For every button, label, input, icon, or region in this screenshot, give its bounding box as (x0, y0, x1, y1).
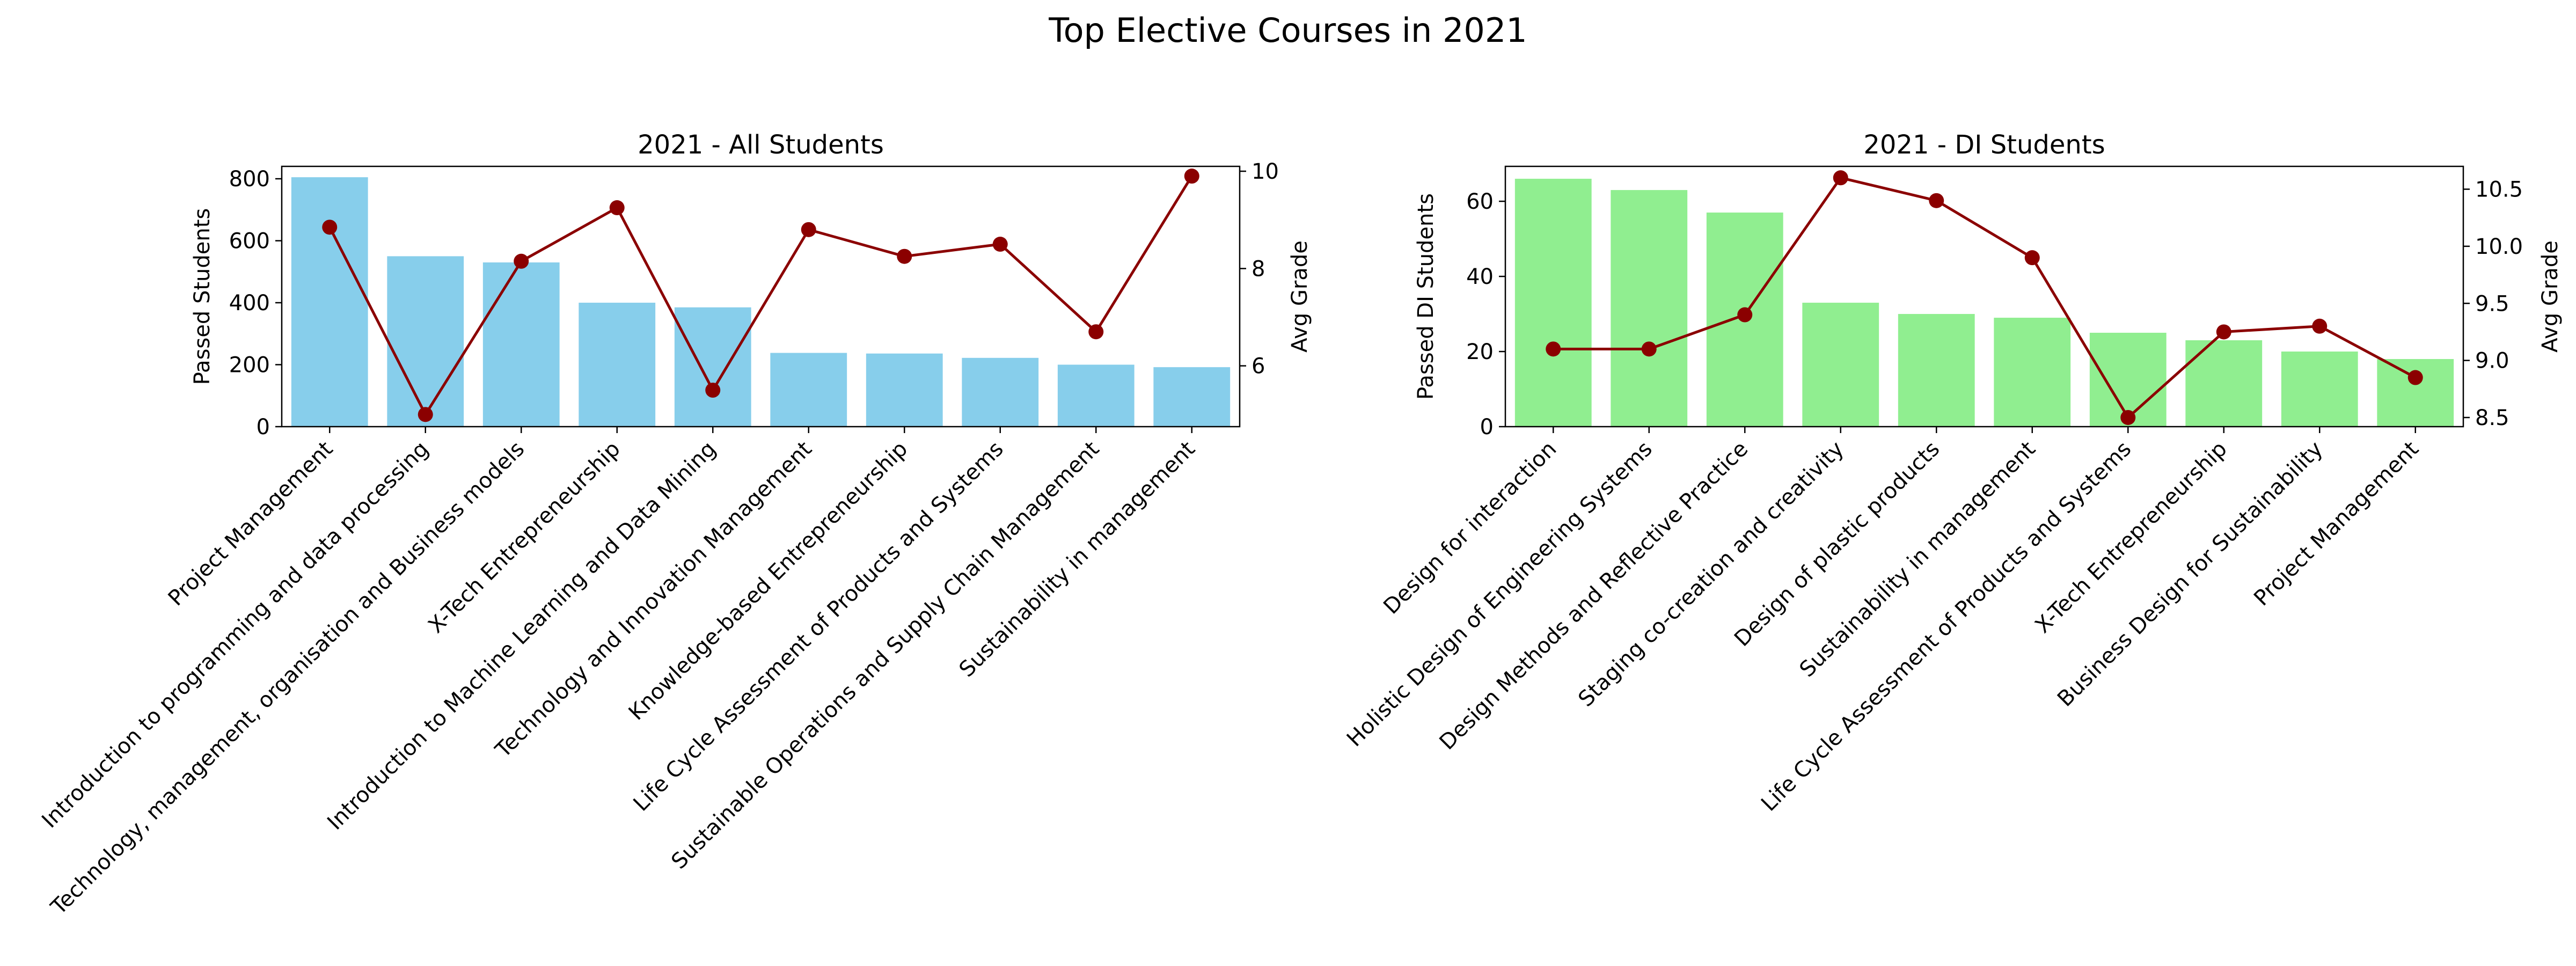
avg-grade-point (2312, 318, 2328, 334)
bar (2185, 340, 2263, 427)
plot-frame (281, 165, 1241, 428)
bar (2281, 352, 2358, 427)
avg-grade-point (897, 248, 912, 264)
y-tick-label: 400 (229, 291, 270, 316)
avg-grade-point (609, 200, 625, 216)
plot-frame (1504, 165, 2464, 428)
avg-grade-point (418, 407, 433, 422)
avg-grade-point (1546, 341, 1561, 357)
avg-grade-point (2024, 250, 2040, 266)
y2-tick-label: 8.5 (2475, 406, 2509, 430)
y2-tick-label: 10 (1252, 159, 1279, 184)
y-tick-label: 60 (1466, 189, 1494, 214)
avg-grade-line (1553, 176, 2416, 420)
avg-grade-point (2216, 324, 2231, 340)
y2-axis-label: Avg Grade (1287, 240, 1312, 353)
bar (1802, 303, 1879, 427)
bar (962, 357, 1039, 427)
avg-grade-point (2407, 370, 2423, 385)
bar (291, 177, 368, 427)
y2-tick-label: 8 (1252, 257, 1265, 281)
bar (1057, 364, 1135, 427)
avg-grade-point (1737, 307, 1753, 323)
y-axis-label: Passed DI Students (1414, 193, 1438, 400)
y-tick-label: 20 (1466, 340, 1494, 364)
avg-grade-point (514, 253, 529, 269)
avg-grade-point (1088, 324, 1104, 340)
y-tick-label: 40 (1466, 265, 1494, 289)
avg-grade-point (992, 237, 1008, 252)
y-tick-label: 200 (229, 353, 270, 378)
avg-grade-point (801, 222, 816, 237)
avg-grade-point (705, 383, 721, 398)
bar (2377, 359, 2454, 427)
chart-title: 2021 - All Students (638, 130, 884, 160)
bar (866, 353, 943, 427)
avg-grade-line (328, 175, 1193, 418)
bar (1153, 367, 1231, 427)
y-tick-label: 0 (257, 415, 270, 440)
avg-grade-point (1184, 169, 1199, 184)
bar (1611, 190, 1688, 427)
y2-tick-label: 10.5 (2475, 178, 2523, 202)
y2-tick-label: 9.0 (2475, 349, 2509, 374)
bar (1514, 179, 1592, 427)
y2-tick-label: 6 (1252, 354, 1265, 379)
avg-grade-point (2120, 409, 2136, 425)
bar (579, 303, 656, 427)
avg-grade-point (1641, 341, 1657, 357)
y-tick-label: 800 (229, 167, 270, 192)
bar (770, 353, 847, 427)
bar (674, 307, 751, 427)
y-tick-label: 0 (1480, 415, 1494, 440)
y-tick-label: 600 (229, 229, 270, 254)
avg-grade-point (1833, 170, 1848, 186)
avg-grade-point (322, 219, 338, 235)
chart-title: 2021 - DI Students (1863, 130, 2105, 160)
y2-tick-label: 10.0 (2475, 235, 2523, 259)
figure-title: Top Elective Courses in 2021 (1048, 11, 1527, 50)
y2-tick-label: 9.5 (2475, 291, 2509, 316)
avg-grade-point (1929, 193, 1944, 208)
y2-axis-label: Avg Grade (2538, 240, 2563, 353)
bar (387, 256, 464, 427)
bar (1994, 318, 2071, 427)
y-axis-label: Passed Students (190, 208, 215, 385)
bar (1898, 314, 1975, 427)
bar (482, 262, 560, 427)
